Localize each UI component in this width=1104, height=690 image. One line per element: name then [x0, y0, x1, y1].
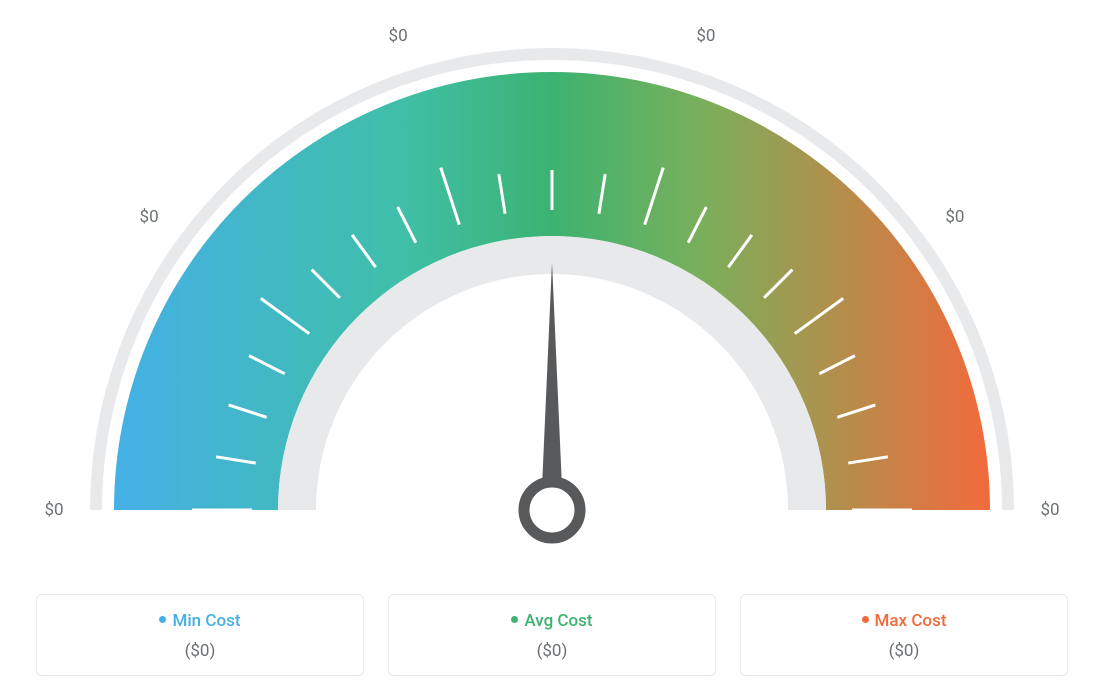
legend-title-avg: Avg Cost [399, 611, 705, 631]
legend-value-min: ($0) [47, 641, 353, 661]
legend-value-max: ($0) [751, 641, 1057, 661]
gauge-tick-label: $0 [140, 207, 159, 227]
gauge-tick-label: $0 [945, 207, 964, 227]
gauge-tick-label: $0 [44, 500, 63, 520]
legend-card-min: Min Cost ($0) [36, 594, 364, 676]
gauge-tick-label: $0 [389, 26, 408, 46]
legend-card-max: Max Cost ($0) [740, 594, 1068, 676]
legend-dot-max [862, 616, 869, 623]
legend-card-avg: Avg Cost ($0) [388, 594, 716, 676]
legend-title-max: Max Cost [751, 611, 1057, 631]
legend-label-max: Max Cost [875, 611, 947, 631]
legend-row: Min Cost ($0) Avg Cost ($0) Max Cost ($0… [0, 594, 1104, 676]
legend-label-avg: Avg Cost [524, 611, 592, 631]
legend-dot-avg [511, 616, 518, 623]
legend-value-avg: ($0) [399, 641, 705, 661]
gauge-tick-label: $0 [1040, 500, 1059, 520]
legend-label-min: Min Cost [172, 611, 240, 631]
legend-title-min: Min Cost [47, 611, 353, 631]
gauge-tick-label: $0 [696, 26, 715, 46]
gauge-svg [0, 10, 1104, 570]
legend-dot-min [159, 616, 166, 623]
gauge-chart: $0 $0 $0 $0 $0 $0 [0, 0, 1104, 560]
